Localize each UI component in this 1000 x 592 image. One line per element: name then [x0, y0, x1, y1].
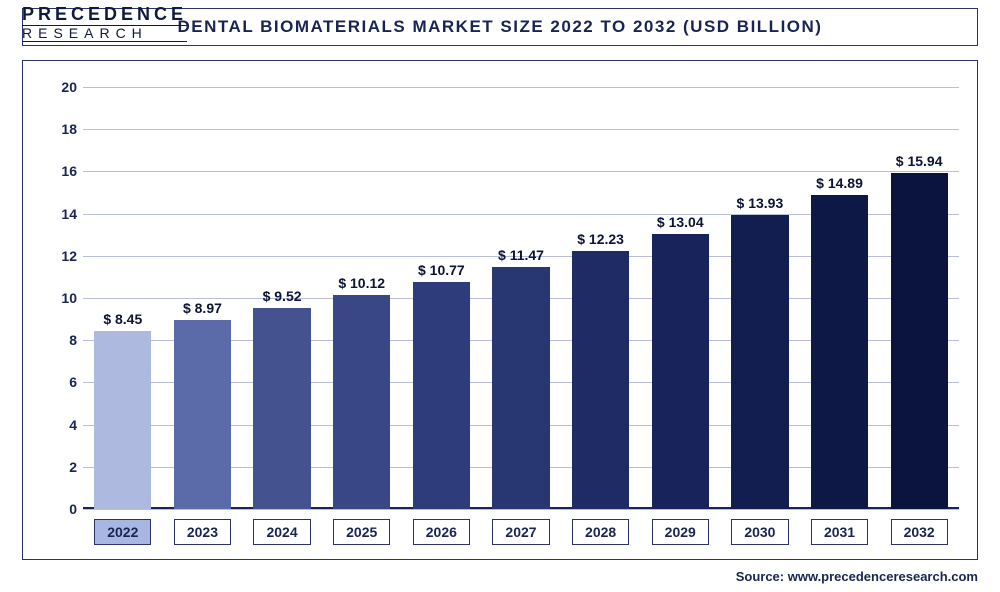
bar: $ 10.12 — [333, 295, 390, 509]
x-tick-label: 2024 — [253, 519, 310, 545]
x-tick-label: 2027 — [492, 519, 549, 545]
y-tick-label: 0 — [41, 501, 77, 517]
grid-line — [83, 171, 959, 172]
bar-value-label: $ 15.94 — [896, 153, 943, 169]
bar-rect — [253, 308, 310, 509]
logo: PRECEDENCE RESEARCH — [22, 6, 187, 42]
bar-value-label: $ 14.89 — [816, 175, 863, 191]
bar-rect — [333, 295, 390, 509]
x-axis-labels: 2022 2023 2024 2025 2026 2027 2028 2029 2030 2031… — [83, 519, 959, 549]
bar-value-label: $ 12.23 — [577, 231, 624, 247]
x-tick-label: 2030 — [731, 519, 788, 545]
bar-value-label: $ 8.45 — [103, 311, 142, 327]
y-tick-label: 18 — [41, 121, 77, 137]
bar-value-label: $ 8.97 — [183, 300, 222, 316]
bar-rect — [811, 195, 868, 509]
bar: $ 13.04 — [652, 234, 709, 509]
logo-line1: PRECEDENCE — [22, 6, 187, 23]
y-tick-label: 20 — [41, 79, 77, 95]
bar-rect — [174, 320, 231, 509]
bar-rect — [652, 234, 709, 509]
bar-rect — [731, 215, 788, 509]
x-tick-label: 2031 — [811, 519, 868, 545]
bar: $ 14.89 — [811, 195, 868, 509]
y-tick-label: 8 — [41, 332, 77, 348]
bar: $ 13.93 — [731, 215, 788, 509]
y-tick-label: 12 — [41, 248, 77, 264]
bar: $ 12.23 — [572, 251, 629, 509]
y-tick-label: 4 — [41, 417, 77, 433]
bar: $ 15.94 — [891, 173, 948, 509]
bar-rect — [572, 251, 629, 509]
bar-rect — [94, 331, 151, 509]
y-tick-label: 14 — [41, 206, 77, 222]
y-tick-label: 16 — [41, 163, 77, 179]
chart-frame: 0 2 4 6 8 10 12 14 16 18 20 $ 8.45 $ 8.97 $ 9.52 $ 10.… — [22, 60, 978, 560]
bar: $ 11.47 — [492, 267, 549, 509]
bar-value-label: $ 10.77 — [418, 262, 465, 278]
source-text: Source: www.precedenceresearch.com — [736, 569, 978, 584]
x-tick-label: 2023 — [174, 519, 231, 545]
bar-value-label: $ 13.04 — [657, 214, 704, 230]
bar-value-label: $ 13.93 — [737, 195, 784, 211]
x-tick-label: 2028 — [572, 519, 629, 545]
x-tick-label: 2025 — [333, 519, 390, 545]
x-tick-label: 2026 — [413, 519, 470, 545]
logo-line2: RESEARCH — [22, 25, 187, 42]
bar-value-label: $ 10.12 — [338, 275, 385, 291]
x-tick-label: 2029 — [652, 519, 709, 545]
y-tick-label: 2 — [41, 459, 77, 475]
y-tick-label: 6 — [41, 374, 77, 390]
bar-value-label: $ 9.52 — [263, 288, 302, 304]
bar: $ 8.45 — [94, 331, 151, 509]
bar-rect — [413, 282, 470, 509]
plot-area: 02468101214161820$ 8.45$ 8.97$ 9.52$ 10.… — [83, 87, 959, 509]
bar-value-label: $ 11.47 — [498, 247, 544, 263]
bar: $ 8.97 — [174, 320, 231, 509]
bar-rect — [891, 173, 948, 509]
x-tick-label: 2032 — [891, 519, 948, 545]
chart-title: DENTAL BIOMATERIALS MARKET SIZE 2022 TO … — [178, 17, 823, 37]
bar: $ 10.77 — [413, 282, 470, 509]
grid-line — [83, 87, 959, 88]
x-tick-label: 2022 — [94, 519, 151, 545]
grid-line — [83, 129, 959, 130]
bar-rect — [492, 267, 549, 509]
y-tick-label: 10 — [41, 290, 77, 306]
grid-line — [83, 509, 959, 510]
bar: $ 9.52 — [253, 308, 310, 509]
